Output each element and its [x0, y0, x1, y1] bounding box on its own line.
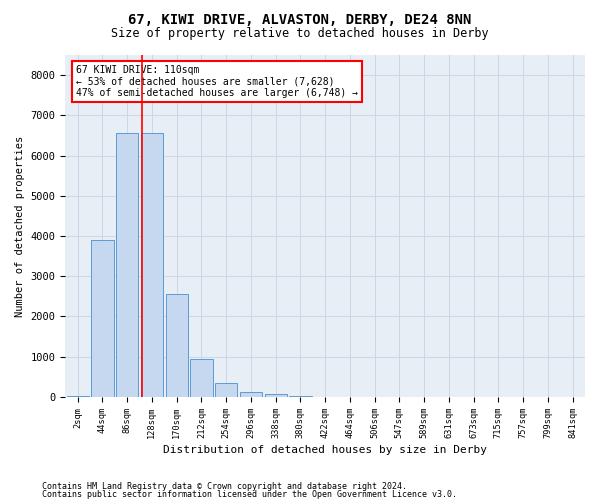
- Bar: [215, 383, 237, 397]
- Text: 67, KIWI DRIVE, ALVASTON, DERBY, DE24 8NN: 67, KIWI DRIVE, ALVASTON, DERBY, DE24 8N…: [128, 12, 472, 26]
- Text: 67 KIWI DRIVE: 110sqm
← 53% of detached houses are smaller (7,628)
47% of semi-d: 67 KIWI DRIVE: 110sqm ← 53% of detached …: [76, 66, 358, 98]
- Bar: [166, 294, 188, 397]
- Bar: [190, 358, 212, 397]
- Text: Contains HM Land Registry data © Crown copyright and database right 2024.: Contains HM Land Registry data © Crown c…: [42, 482, 407, 491]
- Bar: [91, 240, 113, 397]
- Text: Contains public sector information licensed under the Open Government Licence v3: Contains public sector information licen…: [42, 490, 457, 499]
- Y-axis label: Number of detached properties: Number of detached properties: [15, 136, 25, 316]
- Bar: [116, 134, 138, 397]
- Text: Size of property relative to detached houses in Derby: Size of property relative to detached ho…: [111, 28, 489, 40]
- Bar: [265, 394, 287, 397]
- Bar: [67, 396, 89, 397]
- Bar: [141, 134, 163, 397]
- Bar: [240, 392, 262, 397]
- X-axis label: Distribution of detached houses by size in Derby: Distribution of detached houses by size …: [163, 445, 487, 455]
